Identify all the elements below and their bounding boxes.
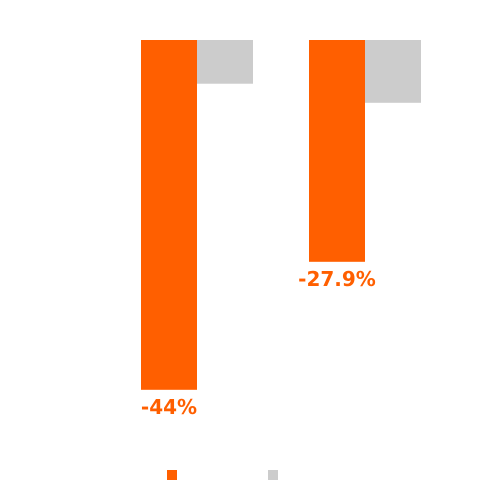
data-labels-group: -44% -27.9%: [141, 267, 376, 419]
legend-marker-series1: [167, 470, 177, 480]
bar-series1-cat2: [309, 40, 365, 262]
data-label-cat1: -44%: [141, 395, 197, 419]
legend-marker-series2: [268, 470, 278, 480]
bar-series2-cat2: [365, 40, 421, 103]
bar-series1-cat1: [141, 40, 197, 390]
bar-series2-cat1: [197, 40, 253, 84]
data-label-cat2: -27.9%: [298, 267, 376, 291]
legend: [167, 470, 278, 480]
bars-group: [141, 40, 421, 390]
